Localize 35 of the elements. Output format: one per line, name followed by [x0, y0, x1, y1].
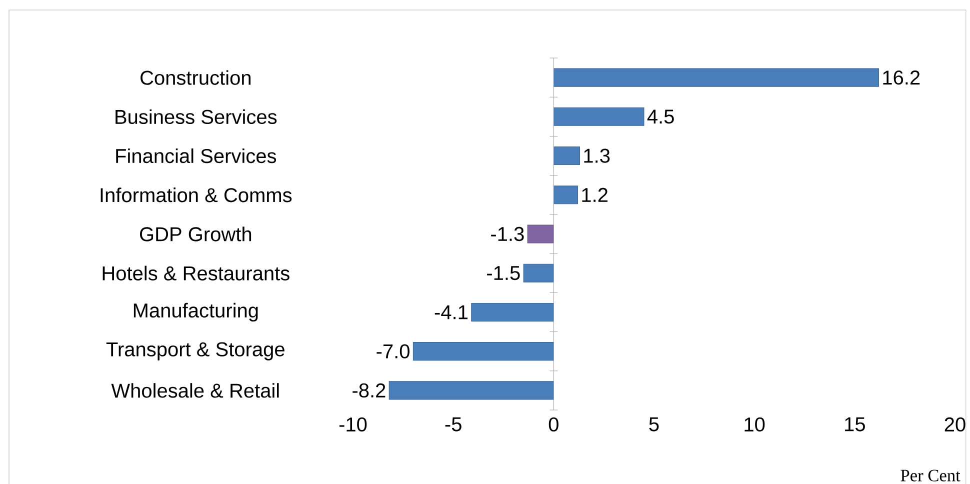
y-tick-label: GDP Growth [140, 226, 252, 242]
x-tick-label: -10 [339, 417, 367, 432]
x-axis-title: Per Cent [900, 470, 960, 482]
y-tick-label: Wholesale & Retail [111, 383, 279, 398]
x-tick-label: 5 [649, 417, 659, 432]
y-tick-label: Business Services [116, 109, 277, 124]
y-tick-label: Construction [140, 70, 250, 85]
y-tick-label: Hotels & Restaurants [102, 266, 290, 280]
data-label: -8.2 [352, 383, 386, 398]
y-tick-label: Manufacturing [134, 302, 258, 322]
bar [553, 107, 644, 126]
data-label: 1.2 [582, 188, 608, 202]
bar [471, 302, 554, 322]
bar [412, 342, 554, 361]
bar [553, 186, 578, 204]
data-label: 4.5 [647, 110, 674, 124]
data-label: 1.3 [584, 148, 610, 163]
x-tick-label: 20 [944, 417, 966, 432]
x-tick-label: 15 [845, 417, 865, 432]
y-tick-label: Transport & Storage [106, 342, 284, 360]
data-label: 16.2 [883, 70, 920, 85]
bar [388, 381, 554, 400]
data-label: -1.5 [487, 266, 520, 280]
x-tick-label: 10 [744, 417, 765, 432]
bar [527, 224, 554, 244]
x-tick-label: -5 [445, 417, 462, 432]
y-tick-label: Information & Comms [100, 188, 292, 202]
bar [553, 146, 580, 166]
data-label: -1.3 [491, 226, 524, 242]
y-tick-label: Financial Services [116, 148, 276, 164]
data-label: -4.1 [434, 305, 468, 320]
x-tick-label: 0 [548, 417, 558, 432]
bar [553, 68, 880, 87]
data-label: -7.0 [376, 344, 410, 358]
bar [523, 264, 554, 282]
